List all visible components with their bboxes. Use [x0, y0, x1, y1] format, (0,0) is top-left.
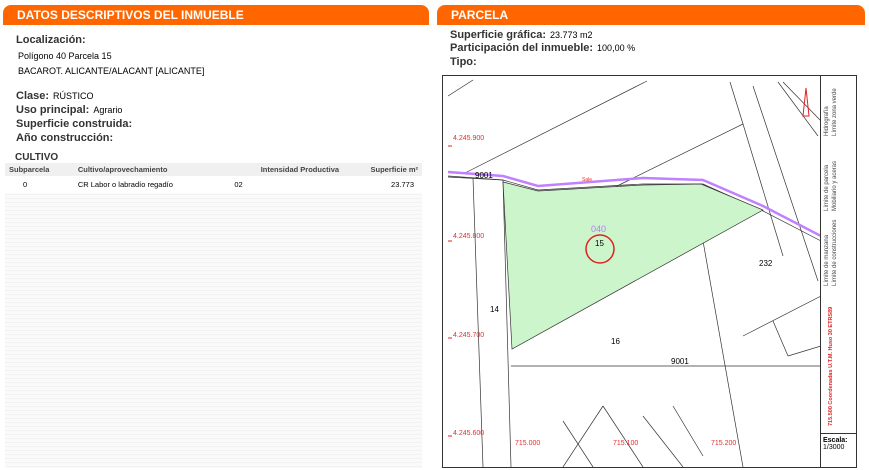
y-label: 4.245.600: [453, 430, 485, 437]
uso-label: Uso principal:: [16, 104, 90, 116]
road-label: Sale: [582, 177, 593, 183]
col-intensidad: Intensidad Productiva: [220, 163, 344, 176]
section-header-parcela: PARCELA: [437, 5, 865, 25]
map-legend: Límite de manzana Límite de construccion…: [820, 76, 857, 433]
section-header-datos: DATOS DESCRIPTIVOS DEL INMUEBLE: [3, 5, 429, 25]
polygon-label: 040: [591, 224, 607, 234]
superficie-construida-label: Superficie construida:: [16, 118, 133, 130]
sup-grafica-label: Superficie gráfica:: [450, 29, 546, 41]
cultivo-table: Subparcela Cultivo/aprovechamiento Intensi…: [5, 163, 422, 193]
uso-value: Agrario: [93, 105, 123, 115]
y-label: 4.245.800: [453, 233, 485, 240]
parcel-label[interactable]: 232: [759, 259, 773, 268]
col-subparcela: Subparcela: [5, 163, 74, 176]
parcel-label[interactable]: 16: [611, 337, 620, 346]
map-canvas: [447, 79, 821, 467]
legend-item: Límite de manzana: [824, 234, 830, 286]
cell-superficie: 23.773: [391, 180, 414, 189]
legend-item: Hidrografía: [824, 106, 830, 136]
anio-construccion-label: Año construcción:: [16, 132, 114, 144]
cadastral-map[interactable]: 4.245.900 4.245.800 4.245.700 4.245.600 …: [442, 75, 857, 468]
scale-value: 1/3000: [823, 444, 845, 451]
parcel-label: 9001: [671, 357, 689, 366]
parcel-label[interactable]: 15: [595, 239, 604, 248]
legend-item: Límite de parcela: [824, 164, 830, 211]
localizacion-line1: Polígono 40 Parcela 15: [18, 51, 112, 61]
clase-value: RÚSTICO: [53, 91, 94, 101]
participacion-value: 100,00 %: [597, 43, 636, 53]
legend-item: Límite zona verde: [832, 88, 838, 136]
localizacion-label: Localización:: [16, 34, 86, 46]
legend-item: Límite de construcciones: [832, 219, 838, 286]
parcel-label: 9001: [475, 171, 493, 180]
table-row: 0 CR Labor o labradío regadío 02 23.773: [5, 176, 422, 193]
col-superficie: Superficie m²: [343, 163, 422, 176]
clase-label: Clase:: [16, 90, 50, 102]
cultivo-title: CULTIVO: [15, 152, 59, 163]
cultivo-table-container: Subparcela Cultivo/aprovechamiento Intensi…: [5, 163, 422, 468]
participacion-label: Participación del inmueble:: [450, 42, 594, 54]
y-label: 4.245.700: [453, 332, 485, 339]
coords-note: 715.500 Coordenadas U.T.M. Huso 30 ETRS8…: [828, 306, 834, 426]
legend-item: Mobiliario y aceras: [832, 160, 838, 211]
cell-cultivo: CR Labor o labradío regadío: [77, 180, 173, 189]
localizacion-line2: BACAROT. ALICANTE/ALACANT [ALICANTE]: [18, 66, 205, 76]
sup-grafica-value: 23.773 m2: [549, 30, 593, 40]
cell-subparcela: 0: [23, 180, 28, 189]
y-label: 4.245.900: [453, 135, 485, 142]
scale-box: Escala: 1/3000: [820, 433, 856, 467]
x-label: 715.200: [711, 440, 737, 447]
x-label: 715.000: [515, 440, 541, 447]
cell-intensidad: 02: [234, 180, 243, 189]
scale-label: Escala:: [823, 437, 848, 444]
parcel-label[interactable]: 14: [490, 305, 499, 314]
col-cultivo: Cultivo/aprovechamiento: [73, 163, 221, 176]
x-label: 715.100: [613, 440, 639, 447]
tipo-label: Tipo:: [450, 56, 477, 68]
